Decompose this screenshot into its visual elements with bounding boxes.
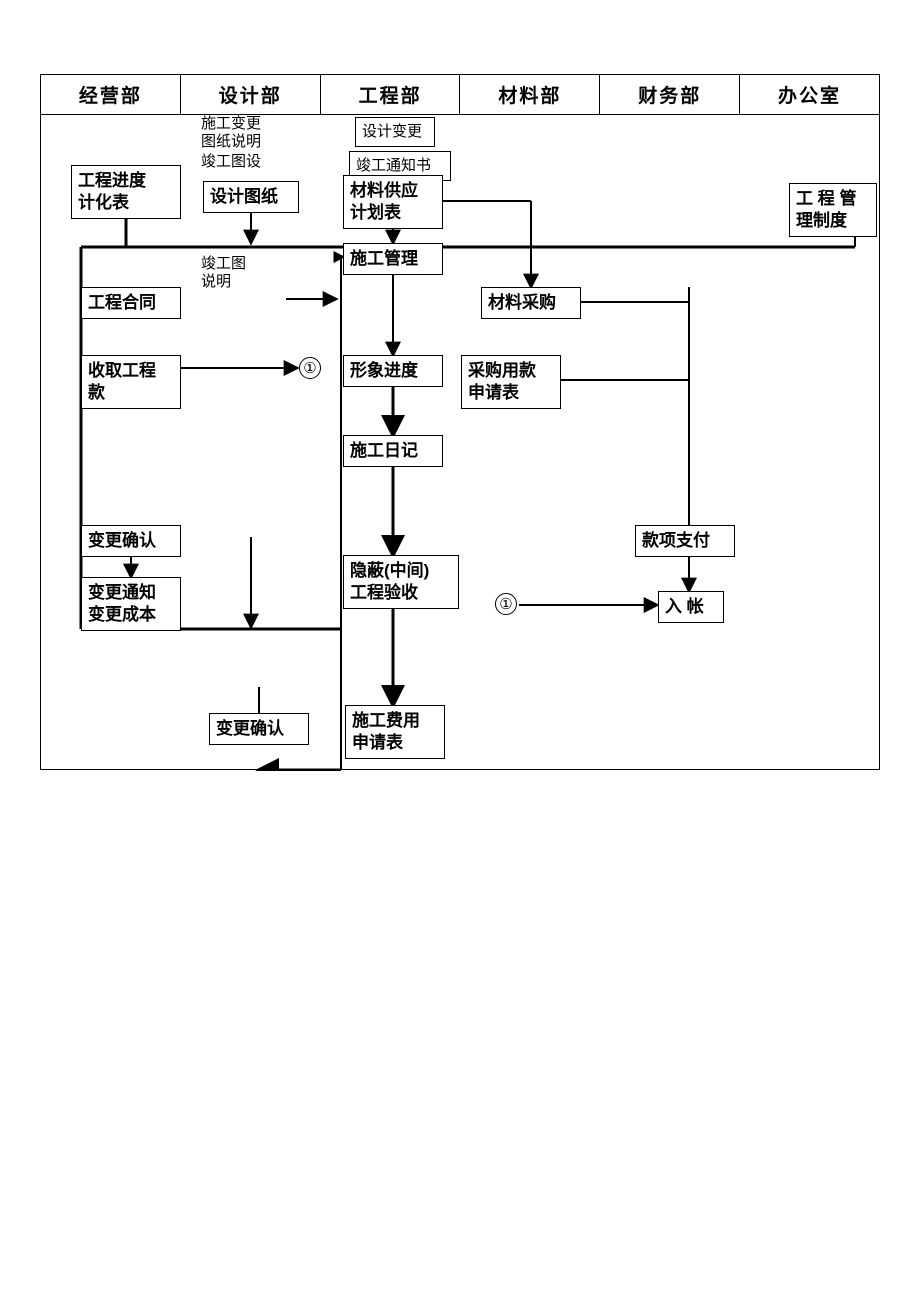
node-design-drawings: 设计图纸 [203,181,299,213]
node-change-confirm1: 变更确认 [81,525,181,557]
node-change-confirm2: 变更确认 [209,713,309,745]
free-text-sgbg: 施工变更 [201,115,261,134]
node-material-plan: 材料供应计划表 [343,175,443,229]
node-contract: 工程合同 [81,287,181,319]
node-fee-apply: 施工费用申请表 [345,705,445,759]
col-header-0: 经营部 [41,75,181,114]
col-header-3: 材料部 [460,75,600,114]
node-receive-funds: 收取工程款 [81,355,181,409]
node-material-buy: 材料采购 [481,287,581,319]
col-header-4: 财务部 [600,75,740,114]
node-design-change: 设计变更 [355,117,435,147]
flowchart-frame: 经营部 设计部 工程部 材料部 财务部 办公室 工程进度计化表 工程合同 收取工… [40,74,880,770]
col-header-5: 办公室 [740,75,879,114]
node-construct-mgmt: 施工管理 [343,243,443,275]
connector-ref-1a: ① [299,357,321,379]
header-row: 经营部 设计部 工程部 材料部 财务部 办公室 [41,75,879,115]
free-text-jgt: 竣工图 [201,255,246,274]
node-image-progress: 形象进度 [343,355,443,387]
free-text-tzsm: 图纸说明 [201,133,261,152]
connector-ref-1b: ① [495,593,517,615]
free-text-jgts: 竣工图设 [201,153,261,172]
col-header-2: 工程部 [321,75,461,114]
node-construct-diary: 施工日记 [343,435,443,467]
col-header-1: 设计部 [181,75,321,114]
node-mgmt-system: 工 程 管理制度 [789,183,877,237]
node-hidden-accept: 隐蔽(中间)工程验收 [343,555,459,609]
node-payment: 款项支付 [635,525,735,557]
node-progress-plan: 工程进度计化表 [71,165,181,219]
node-enter-account: 入 帐 [658,591,724,623]
node-change-notice: 变更通知变更成本 [81,577,181,631]
free-text-sm: 说明 [201,273,231,292]
node-purchase-apply: 采购用款申请表 [461,355,561,409]
